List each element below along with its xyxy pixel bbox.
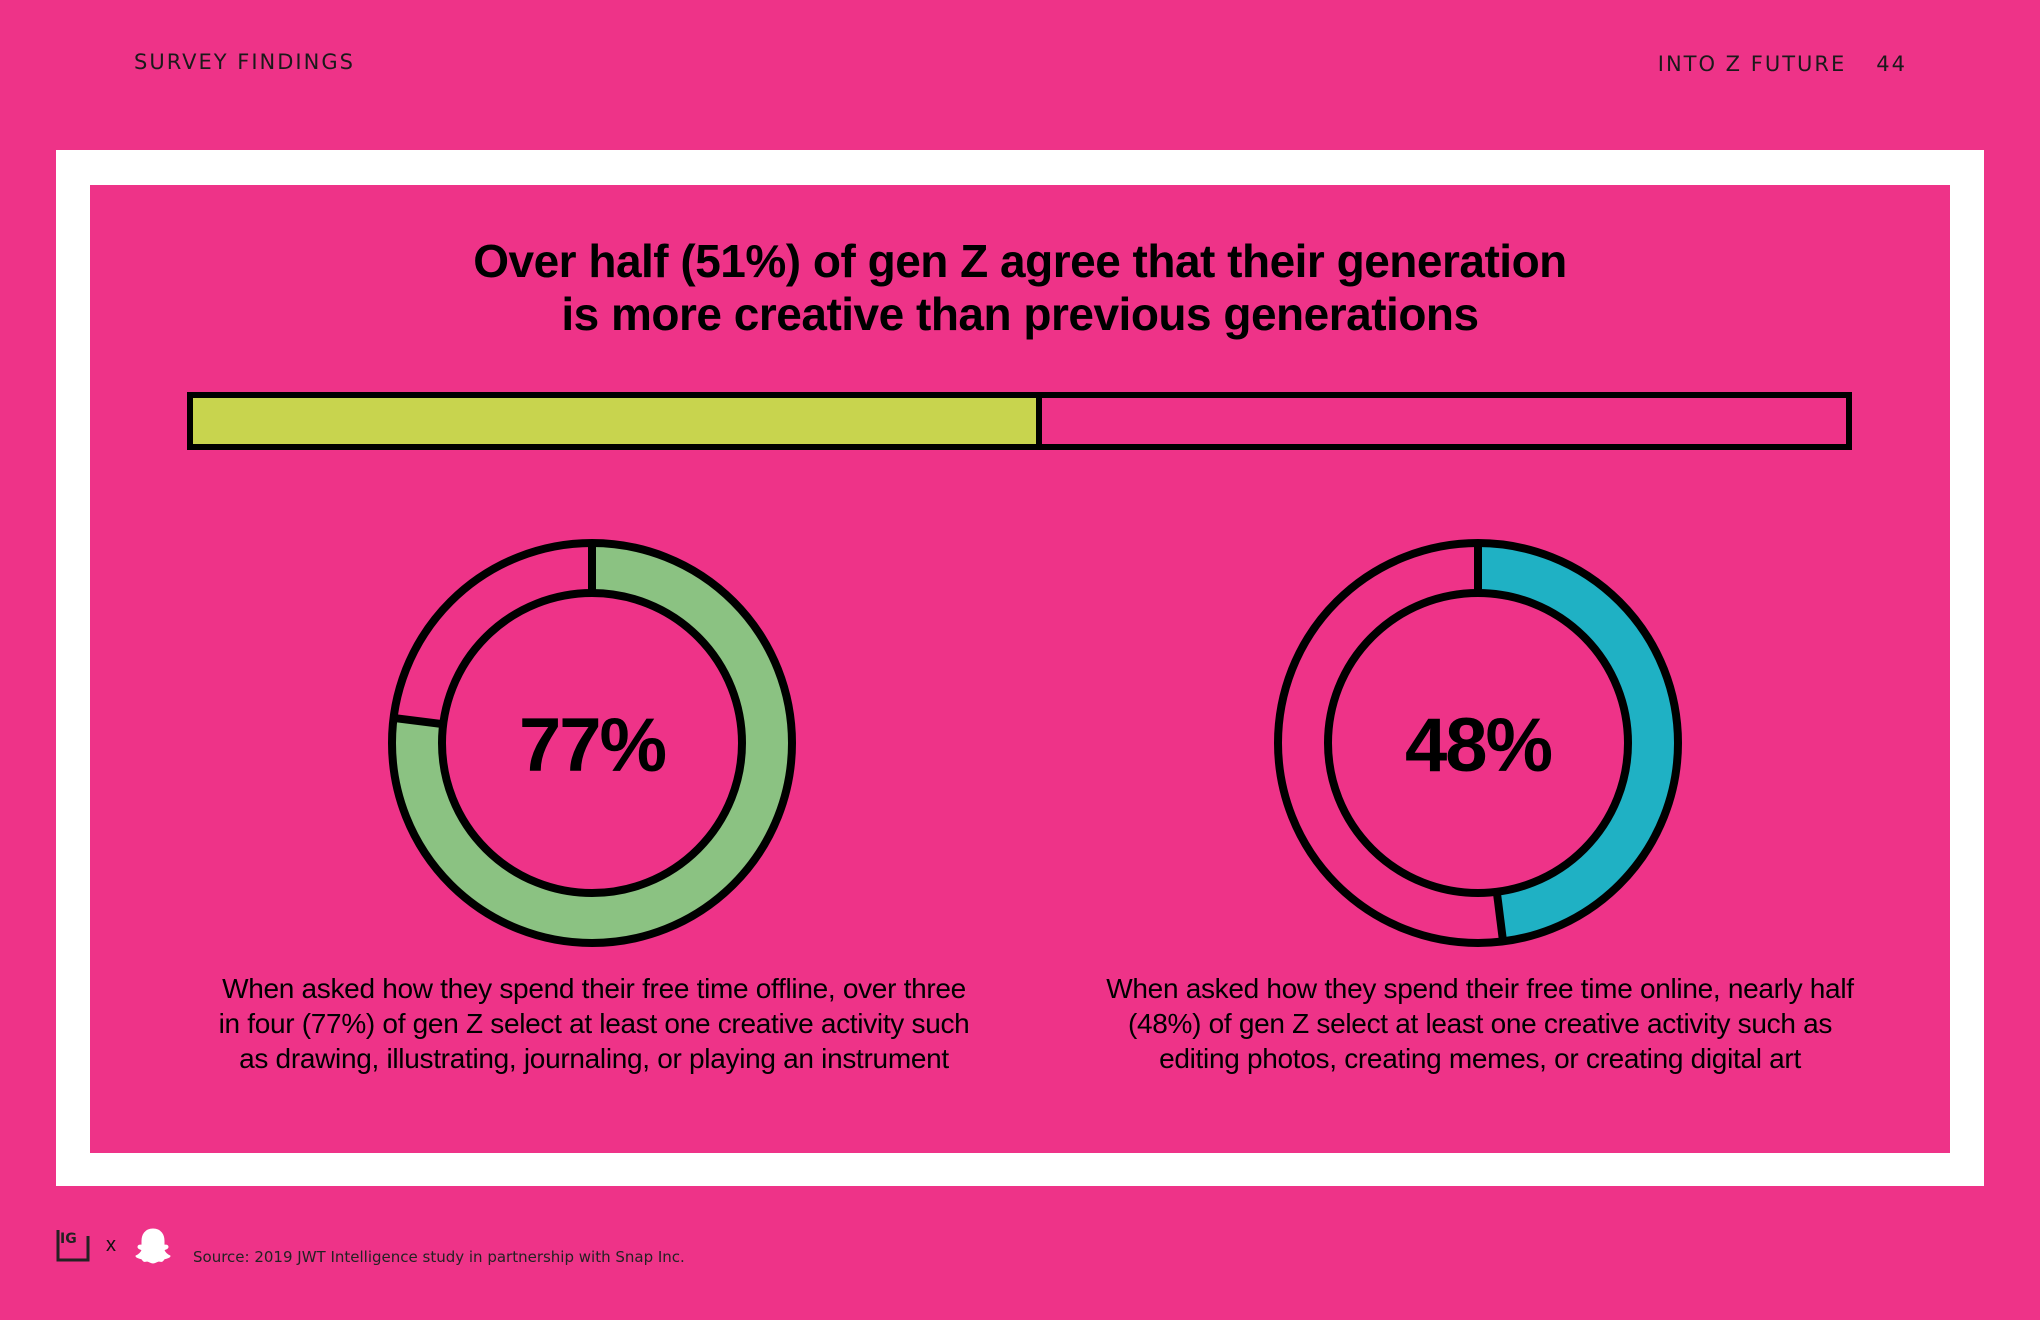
ig-logo-icon: IG: [56, 1230, 90, 1262]
logo-separator: x: [106, 1233, 116, 1256]
chart-title-line-2: is more creative than previous generatio…: [561, 288, 1479, 340]
donut-chart-offline: 77%: [388, 539, 796, 947]
source-note: Source: 2019 JWT Intelligence study in p…: [193, 1248, 685, 1266]
offline-caption: When asked how they spend their free tim…: [218, 973, 970, 1074]
page-number: 44: [1876, 52, 1907, 76]
chart-title: Over half (51%) of gen Z agree that thei…: [90, 235, 1950, 341]
snapchat-ghost-icon: [135, 1228, 171, 1264]
page-header: INTO Z FUTURE 44: [1658, 52, 1907, 76]
publication-title: INTO Z FUTURE: [1657, 52, 1847, 76]
progress-bar: [187, 392, 1852, 450]
footer-logos: IG x: [56, 1226, 172, 1264]
donut-chart-online: 48%: [1274, 539, 1682, 947]
donut-online-filled-segment: [1478, 543, 1679, 942]
chart-panel: Over half (51%) of gen Z agree that thei…: [90, 185, 1950, 1153]
online-caption: When asked how they spend their free tim…: [1106, 973, 1854, 1074]
progress-bar-fill: [193, 398, 1037, 444]
chart-title-line-1: Over half (51%) of gen Z agree that thei…: [473, 235, 1567, 287]
donut-online-end-divider: [1492, 891, 1508, 942]
svg-text:IG: IG: [60, 1231, 77, 1247]
donut-offline-percent-label: 77%: [519, 703, 666, 788]
progress-bar-divider: [1036, 398, 1043, 444]
donut-offline-end-divider: [393, 713, 444, 729]
section-label: SURVEY FINDINGS: [134, 50, 355, 74]
donut-online-percent-label: 48%: [1405, 703, 1552, 788]
